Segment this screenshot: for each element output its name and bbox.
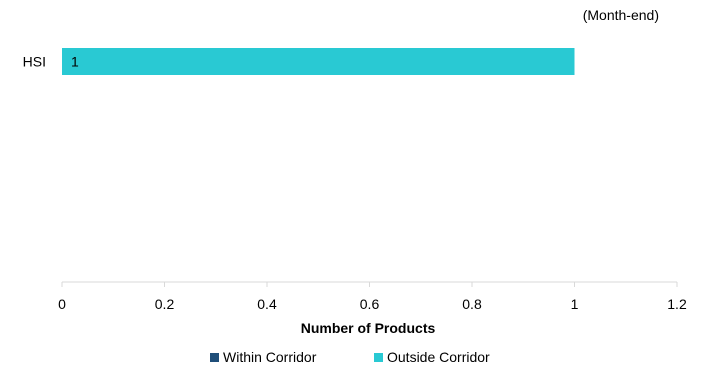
data-label: 1 xyxy=(71,54,79,70)
x-tick-label: 0.6 xyxy=(360,296,380,312)
legend-item-outside-corridor: Outside Corridor xyxy=(374,349,490,365)
legend-label: Outside Corridor xyxy=(387,349,490,365)
x-tick-label: 0.2 xyxy=(155,296,175,312)
legend-label: Within Corridor xyxy=(223,349,317,365)
legend-swatch xyxy=(374,353,383,362)
x-tick-label: 1.2 xyxy=(667,296,687,312)
legend: Within Corridor Outside Corridor xyxy=(210,349,490,365)
x-axis: 0 0.2 0.4 0.6 0.8 1 1.2 xyxy=(58,281,687,312)
legend-item-within-corridor: Within Corridor xyxy=(210,349,317,365)
bar-outside-corridor xyxy=(62,48,575,75)
legend-swatch xyxy=(210,353,219,362)
bars-layer: HSI 1 xyxy=(23,48,575,75)
x-tick-label: 0 xyxy=(58,296,66,312)
category-label: HSI xyxy=(23,54,46,70)
x-tick-label: 0.8 xyxy=(462,296,482,312)
x-axis-label: Number of Products xyxy=(301,320,436,336)
x-tick-label: 0.4 xyxy=(257,296,277,312)
x-tick-label: 1 xyxy=(571,296,579,312)
chart-note: (Month-end) xyxy=(583,7,659,23)
